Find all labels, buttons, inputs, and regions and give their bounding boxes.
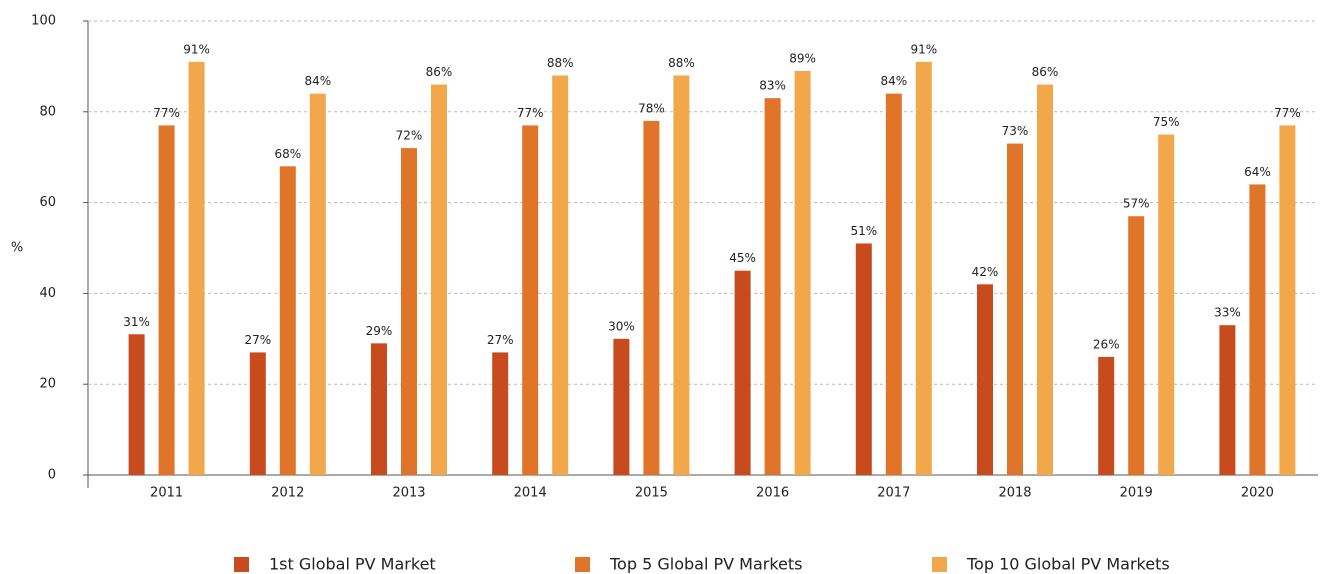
value-label: 26% bbox=[1093, 337, 1120, 351]
bar bbox=[431, 84, 447, 475]
x-tick-label: 2014 bbox=[514, 486, 547, 501]
bar bbox=[613, 338, 630, 475]
y-tick-label: 80 bbox=[39, 104, 56, 119]
bar bbox=[1007, 143, 1023, 475]
legend-label: Top 5 Global PV Markets bbox=[609, 555, 803, 574]
bar bbox=[643, 120, 660, 475]
legend-swatch bbox=[234, 557, 249, 572]
value-label: 84% bbox=[880, 74, 907, 88]
legend-swatch bbox=[932, 557, 947, 572]
bar bbox=[128, 334, 145, 475]
value-label: 33% bbox=[1214, 306, 1241, 320]
bar bbox=[1249, 184, 1266, 475]
bar bbox=[371, 343, 387, 475]
value-label: 27% bbox=[487, 333, 514, 347]
value-label: 88% bbox=[668, 56, 695, 70]
x-tick-label: 2011 bbox=[150, 486, 183, 501]
bar bbox=[1128, 216, 1145, 475]
bar bbox=[915, 61, 932, 476]
value-label: 29% bbox=[366, 324, 393, 338]
value-label: 88% bbox=[547, 56, 574, 70]
value-label: 30% bbox=[608, 319, 635, 333]
value-label: 73% bbox=[1002, 124, 1029, 138]
value-label: 31% bbox=[123, 315, 150, 329]
y-axis-label: % bbox=[11, 241, 23, 256]
bar bbox=[1098, 356, 1115, 475]
value-label: 84% bbox=[304, 74, 331, 88]
value-label: 75% bbox=[1153, 115, 1180, 129]
x-tick-label: 2016 bbox=[756, 486, 789, 501]
value-label: 91% bbox=[183, 42, 210, 56]
bar bbox=[309, 93, 326, 475]
value-label: 83% bbox=[759, 79, 786, 93]
value-label: 57% bbox=[1123, 197, 1150, 211]
legend-label: Top 10 Global PV Markets bbox=[966, 555, 1170, 574]
value-label: 72% bbox=[396, 129, 423, 143]
value-label: 77% bbox=[517, 106, 544, 120]
value-label: 68% bbox=[274, 147, 301, 161]
value-label: 42% bbox=[972, 265, 999, 279]
bar bbox=[188, 61, 205, 476]
value-label: 77% bbox=[1274, 106, 1301, 120]
x-tick-label: 2018 bbox=[998, 486, 1031, 501]
legend-label: 1st Global PV Market bbox=[269, 555, 436, 574]
y-tick-label: 20 bbox=[39, 377, 56, 392]
bar bbox=[794, 70, 811, 475]
bar bbox=[1279, 125, 1296, 476]
y-tick-label: 60 bbox=[39, 195, 56, 210]
bar bbox=[977, 284, 993, 475]
bar bbox=[158, 125, 175, 476]
value-label: 64% bbox=[1244, 165, 1271, 179]
x-tick-label: 2012 bbox=[271, 486, 304, 501]
y-tick-label: 100 bbox=[31, 14, 56, 29]
bar bbox=[764, 98, 781, 476]
value-label: 45% bbox=[729, 251, 756, 265]
bar bbox=[279, 166, 296, 475]
x-tick-label: 2013 bbox=[392, 486, 425, 501]
y-tick-label: 40 bbox=[39, 286, 56, 301]
bar bbox=[1219, 325, 1236, 475]
bar bbox=[522, 125, 539, 476]
x-tick-label: 2020 bbox=[1241, 486, 1274, 501]
x-tick-label: 2015 bbox=[635, 486, 668, 501]
bar bbox=[673, 75, 690, 475]
bar bbox=[1037, 84, 1053, 475]
value-label: 91% bbox=[910, 42, 937, 56]
bar bbox=[401, 148, 417, 475]
value-label: 86% bbox=[426, 65, 453, 79]
bar bbox=[885, 93, 902, 475]
legend-swatch bbox=[575, 557, 590, 572]
bar bbox=[1158, 134, 1175, 475]
value-label: 77% bbox=[153, 106, 180, 120]
x-tick-label: 2019 bbox=[1120, 486, 1153, 501]
value-label: 86% bbox=[1032, 65, 1059, 79]
bar bbox=[734, 270, 751, 475]
value-label: 51% bbox=[850, 224, 877, 238]
value-label: 27% bbox=[244, 333, 271, 347]
bar bbox=[552, 75, 569, 475]
y-tick-label: 0 bbox=[48, 468, 56, 483]
bar bbox=[855, 243, 872, 475]
bar bbox=[492, 352, 509, 475]
value-label: 89% bbox=[789, 51, 816, 65]
bar bbox=[249, 352, 266, 475]
x-tick-label: 2017 bbox=[877, 486, 910, 501]
value-label: 78% bbox=[638, 101, 665, 115]
